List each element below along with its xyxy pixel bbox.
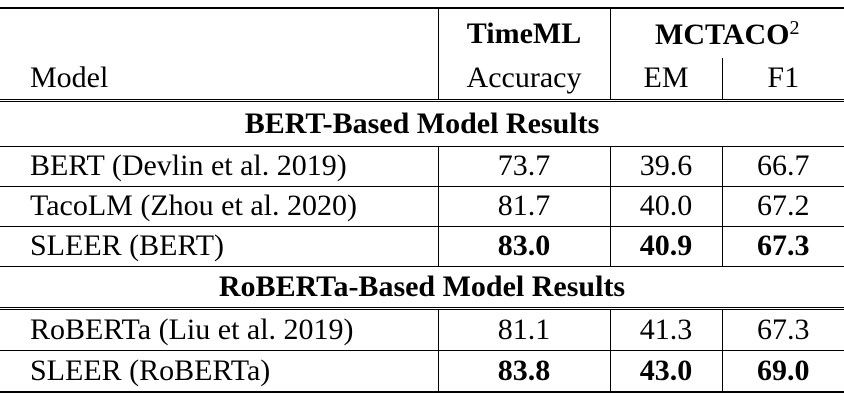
model-name: RoBERTa (Liu et al. 2019) [0,306,438,350]
data-row: SLEER (RoBERTa) 83.8 43.0 69.0 [0,349,844,393]
header-column-row: Model Accuracy EM F1 [0,58,844,100]
score-cell: 67.3 [721,306,844,350]
section-title: BERT-Based Model Results [0,98,844,146]
column-header: EM [609,58,722,100]
column-header: Model [30,61,109,95]
data-row: BERT (Devlin et al. 2019) 73.7 39.6 66.7 [0,145,844,186]
score-cell: 67.2 [721,185,844,226]
header-cell [0,7,438,58]
score-cell: 81.1 [437,306,610,350]
score-cell: 40.9 [609,225,722,266]
data-row: TacoLM (Zhou et al. 2020) 81.7 40.0 67.2 [0,185,844,226]
results-table: TimeML MCTACO2 Model Accuracy EM F1 BERT… [0,7,844,393]
score-cell: 73.7 [437,145,610,186]
header-group: MCTACO2 [609,7,844,58]
model-name: SLEER (BERT) [0,225,438,266]
score-cell: 66.7 [721,145,844,186]
section-row: BERT-Based Model Results [0,98,844,146]
model-name: BERT (Devlin et al. 2019) [0,145,438,186]
header-group: TimeML [437,7,610,58]
header-group-row: TimeML MCTACO2 [0,7,844,58]
column-header: Accuracy [437,58,610,100]
score-cell: 43.0 [609,349,722,393]
footnote-marker: 2 [789,16,800,39]
score-cell: 81.7 [437,185,610,226]
score-cell: 41.3 [609,306,722,350]
model-name: SLEER (RoBERTa) [0,349,438,393]
section-row: RoBERTa-Based Model Results [0,265,844,308]
score-cell: 69.0 [721,349,844,393]
score-cell: 83.0 [437,225,610,266]
data-row: SLEER (BERT) 83.0 40.9 67.3 [0,225,844,266]
model-name: TacoLM (Zhou et al. 2020) [0,185,438,226]
score-cell: 39.6 [609,145,722,186]
column-header: F1 [721,58,844,100]
score-cell: 83.8 [437,349,610,393]
data-row: RoBERTa (Liu et al. 2019) 81.1 41.3 67.3 [0,306,844,350]
section-title: RoBERTa-Based Model Results [0,265,844,308]
score-cell: 67.3 [721,225,844,266]
score-cell: 40.0 [609,185,722,226]
table-body: TimeML MCTACO2 Model Accuracy EM F1 BERT… [0,7,844,393]
header-group-label: MCTACO [655,17,790,51]
